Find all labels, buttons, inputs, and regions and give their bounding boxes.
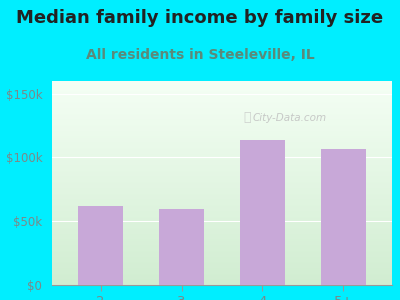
- Text: Median family income by family size: Median family income by family size: [16, 9, 384, 27]
- Bar: [159, 208, 204, 285]
- Bar: [78, 206, 123, 285]
- Text: ⌕: ⌕: [244, 111, 251, 124]
- Text: All residents in Steeleville, IL: All residents in Steeleville, IL: [86, 48, 314, 62]
- Text: City-Data.com: City-Data.com: [253, 113, 327, 123]
- Bar: [240, 140, 285, 285]
- Bar: [321, 148, 366, 285]
